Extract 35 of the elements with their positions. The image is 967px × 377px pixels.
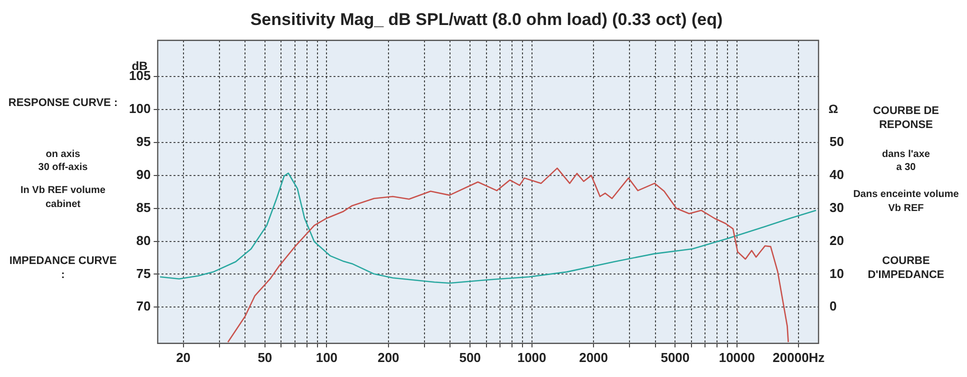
x-tick-label: 20 [176, 350, 191, 365]
text: a 30 [895, 161, 917, 175]
text: Dans enceinte volume Vb REF [853, 188, 959, 216]
x-tick-label: 10000 [718, 350, 755, 365]
y-tick-label: 100 [128, 101, 151, 116]
y2-tick-label: 30 [830, 200, 844, 215]
text: COURBE D'IMPEDANCE [866, 254, 946, 282]
y-tick-label: 85 [136, 200, 151, 215]
y2-tick-label: 40 [830, 167, 844, 182]
x-tick-label: 5000 [660, 350, 690, 365]
x-tick-label: 100 [316, 350, 338, 365]
y2-tick-label: 20 [830, 232, 844, 248]
text: 30 off-axis [37, 161, 89, 175]
y-tick-label: 90 [136, 167, 151, 182]
y-tick-label: 75 [136, 266, 151, 281]
text: In Vb REF volume cabinet [19, 184, 106, 212]
chart-title: Sensitivity Mag_ dB SPL/watt (8.0 ohm load) (0.33 oct) (eq) [250, 10, 723, 29]
x-tick-label: 1000 [517, 350, 546, 365]
y2-tick-label: 10 [830, 266, 844, 281]
text: on axis [44, 148, 82, 162]
text: RESPONSE CURVE : [8, 96, 118, 110]
text: COURBE DE REPONSE [872, 104, 940, 132]
text: dans l'axe [881, 148, 931, 162]
x-tick-label: 200 [378, 350, 400, 365]
y2-tick-label: 0 [830, 298, 837, 314]
y2-tick-label: 50 [830, 134, 844, 150]
x-tick-label: 20000Hz [772, 350, 826, 365]
x-tick-label: 50 [258, 350, 272, 365]
y-tick-label: 70 [136, 298, 151, 314]
x-tick-label: 500 [459, 350, 481, 365]
y-tick-label: 80 [136, 232, 151, 248]
x-tick-label: 2000 [579, 350, 608, 365]
y2-axis-title: Ω [828, 102, 839, 116]
text: IMPEDANCE CURVE : [8, 254, 118, 282]
y-tick-label: 95 [136, 134, 151, 150]
